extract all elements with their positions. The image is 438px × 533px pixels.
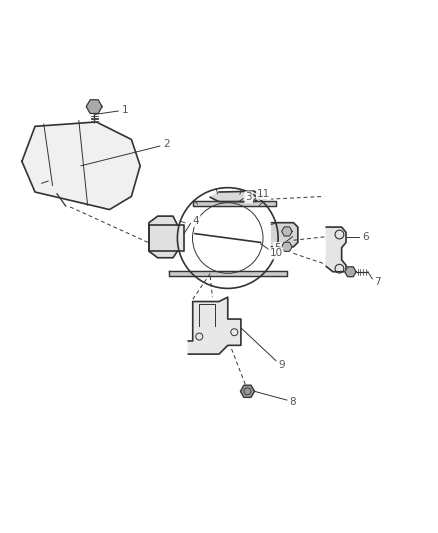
Polygon shape xyxy=(240,385,254,398)
Polygon shape xyxy=(326,227,346,272)
Polygon shape xyxy=(345,267,356,277)
Text: 8: 8 xyxy=(289,397,296,407)
Text: 2: 2 xyxy=(163,139,170,149)
Polygon shape xyxy=(282,242,292,252)
Text: 1: 1 xyxy=(121,104,128,115)
Polygon shape xyxy=(149,216,177,258)
Polygon shape xyxy=(272,223,298,247)
Polygon shape xyxy=(193,201,276,206)
Text: 10: 10 xyxy=(269,248,283,259)
Polygon shape xyxy=(210,191,263,201)
Text: 5: 5 xyxy=(274,243,281,253)
Polygon shape xyxy=(149,225,184,251)
Polygon shape xyxy=(86,100,102,114)
Text: 7: 7 xyxy=(374,277,381,287)
Text: 4: 4 xyxy=(193,216,200,226)
Text: 9: 9 xyxy=(278,360,285,369)
Polygon shape xyxy=(282,227,292,236)
Polygon shape xyxy=(169,271,287,276)
Text: 6: 6 xyxy=(362,232,369,242)
Text: 11: 11 xyxy=(257,189,270,199)
Polygon shape xyxy=(188,297,241,354)
Polygon shape xyxy=(22,122,140,209)
Text: 3: 3 xyxy=(245,192,252,203)
